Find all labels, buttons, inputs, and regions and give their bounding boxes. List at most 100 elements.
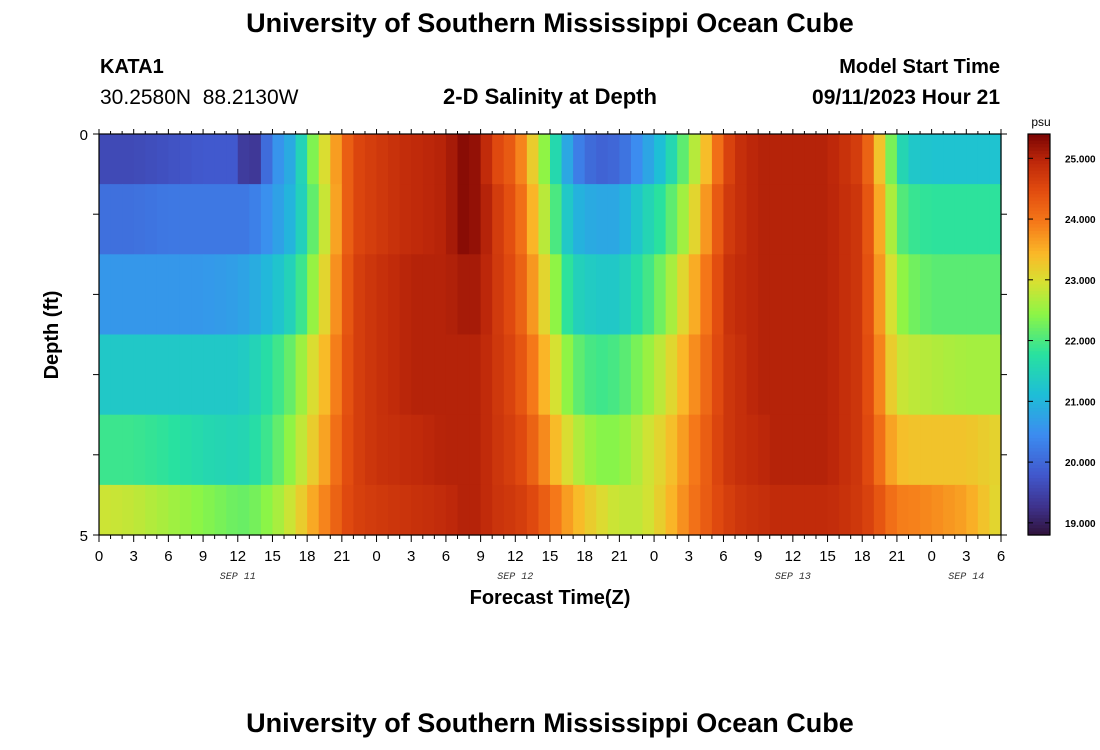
colorbar-band xyxy=(1028,434,1050,439)
heatmap-cell xyxy=(573,184,586,255)
heatmap-cell xyxy=(480,184,493,255)
colorbar-band xyxy=(1028,244,1050,249)
heatmap-cell xyxy=(954,334,967,416)
heatmap-cell xyxy=(920,254,933,336)
heatmap-cell xyxy=(538,134,551,185)
heatmap-cell xyxy=(422,184,435,255)
heatmap-cell xyxy=(307,484,320,536)
heatmap-cell xyxy=(388,414,401,486)
heatmap-cell xyxy=(584,254,597,336)
heatmap-cell xyxy=(966,254,979,336)
heatmap-cell xyxy=(815,484,829,536)
heatmap-cell xyxy=(815,334,829,416)
heatmap-cell xyxy=(642,184,655,255)
heatmap-cell xyxy=(758,484,771,536)
heatmap-cell xyxy=(804,134,817,185)
station-coords: 30.2580N 88.2130W xyxy=(100,86,299,109)
heatmap-cell xyxy=(642,484,655,536)
colorbar-band xyxy=(1028,408,1050,412)
heatmap-cell xyxy=(977,254,991,336)
colorbar-band xyxy=(1028,444,1050,449)
heatmap-cell xyxy=(237,254,250,336)
colorbar-band xyxy=(1028,501,1050,506)
colorbar-band xyxy=(1028,220,1050,225)
heatmap-cell xyxy=(480,484,493,536)
colorbar-band xyxy=(1028,484,1050,489)
model-start-time: 09/11/2023 Hour 21 xyxy=(812,86,1000,109)
colorbar-band xyxy=(1028,474,1050,479)
colorbar-band xyxy=(1028,334,1050,339)
colorbar-tick-label: 25.000 xyxy=(1065,154,1096,165)
heatmap-cell xyxy=(873,134,886,185)
heatmap-cell xyxy=(746,334,759,416)
heatmap-cell xyxy=(896,334,910,416)
colorbar-frame xyxy=(1027,133,1051,536)
x-tick-label: 18 xyxy=(854,548,871,565)
heatmap-cell xyxy=(642,254,655,336)
colorbar-band xyxy=(1028,271,1050,275)
colorbar-band xyxy=(1028,481,1050,486)
colorbar-band xyxy=(1028,281,1050,285)
heatmap-cell xyxy=(665,334,678,416)
heatmap-cell xyxy=(399,484,412,536)
heatmap-cell xyxy=(191,134,204,185)
heatmap-cell xyxy=(191,484,204,536)
heatmap-cell xyxy=(156,254,169,336)
heatmap-cell xyxy=(607,334,620,416)
colorbar-band xyxy=(1028,327,1050,332)
heatmap-cell xyxy=(330,134,343,185)
heatmap-cell xyxy=(665,134,678,185)
heatmap-cell xyxy=(700,134,713,185)
heatmap-cell xyxy=(364,484,378,536)
colorbar-band xyxy=(1028,137,1050,142)
heatmap-cell xyxy=(723,184,736,255)
heatmap-cell xyxy=(804,184,817,255)
colorbar-band xyxy=(1028,217,1050,222)
colorbar-band xyxy=(1028,274,1050,279)
colorbar-band xyxy=(1028,324,1050,329)
heatmap-cell xyxy=(110,334,123,416)
heatmap-cell xyxy=(596,184,609,255)
heatmap-cell xyxy=(839,484,852,536)
heatmap-cell xyxy=(179,414,193,486)
heatmap-cell xyxy=(526,254,540,336)
heatmap-cell xyxy=(839,414,852,486)
heatmap-cell xyxy=(237,484,250,536)
colorbar-band xyxy=(1028,387,1050,392)
heatmap-cell xyxy=(792,254,806,336)
heatmap-cell xyxy=(804,334,817,416)
heatmap-cell xyxy=(445,484,459,536)
heatmap-cell xyxy=(688,134,701,185)
heatmap-cell xyxy=(214,484,227,536)
heatmap-cell xyxy=(295,254,308,336)
heatmap-cell xyxy=(711,134,725,185)
heatmap-cell xyxy=(839,184,852,255)
heatmap-cell xyxy=(341,414,355,486)
heatmap-cell xyxy=(272,254,285,336)
heatmap-cell xyxy=(977,334,991,416)
heatmap-cell xyxy=(364,184,378,255)
colorbar-band xyxy=(1028,277,1050,282)
heatmap-cell xyxy=(376,134,389,185)
heatmap-cell xyxy=(237,334,250,416)
heatmap-cell xyxy=(654,134,667,185)
heatmap-cell xyxy=(573,134,586,185)
heatmap-cell xyxy=(133,254,146,336)
x-tick-label: 18 xyxy=(299,548,316,565)
colorbar-band xyxy=(1028,508,1050,513)
heatmap-cell xyxy=(214,134,227,185)
heatmap-cell xyxy=(353,134,366,185)
heatmap-cell xyxy=(977,414,991,486)
colorbar-band xyxy=(1028,347,1050,352)
heatmap-cell xyxy=(492,134,505,185)
heatmap-cell xyxy=(179,254,193,336)
y-axis-label: Depth (ft) xyxy=(41,291,63,380)
heatmap-cell xyxy=(850,334,863,416)
heatmap-cell xyxy=(284,414,297,486)
heatmap-cell xyxy=(515,484,528,536)
heatmap-cell xyxy=(492,414,505,486)
heatmap-cell xyxy=(711,184,725,255)
heatmap-cell xyxy=(445,334,459,416)
x-tick-label: 12 xyxy=(507,548,524,565)
heatmap-cell xyxy=(122,484,135,536)
